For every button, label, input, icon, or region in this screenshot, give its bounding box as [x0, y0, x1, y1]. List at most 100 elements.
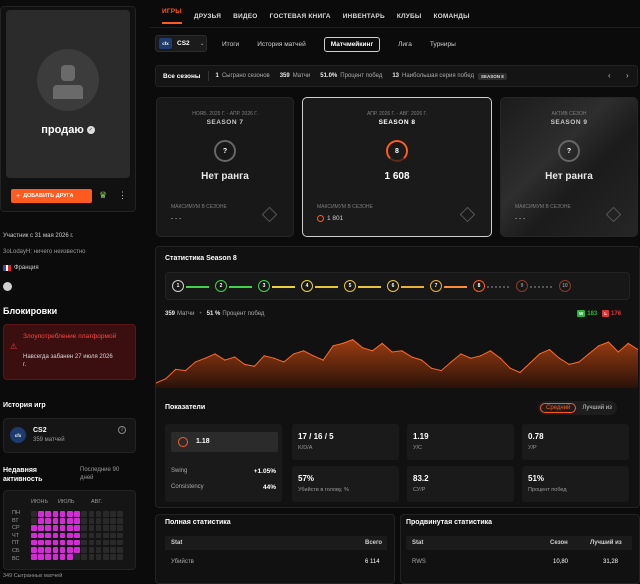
activity-day-cell[interactable]: [45, 532, 51, 539]
activity-day-cell[interactable]: [95, 554, 102, 560]
tab-teams[interactable]: КОМАНДЫ: [433, 12, 470, 20]
activity-day-cell[interactable]: [38, 554, 44, 560]
activity-day-cell[interactable]: [52, 532, 59, 539]
activity-day-cell[interactable]: [103, 525, 109, 531]
activity-day-cell[interactable]: [74, 539, 80, 546]
activity-day-cell[interactable]: [88, 518, 95, 524]
activity-day-cell[interactable]: [103, 518, 109, 524]
activity-day-cell[interactable]: [110, 511, 116, 517]
activity-day-cell[interactable]: [117, 518, 123, 524]
activity-day-cell[interactable]: [45, 511, 51, 517]
activity-day-cell[interactable]: [67, 532, 73, 539]
activity-day-cell[interactable]: [117, 547, 123, 553]
activity-day-cell[interactable]: [67, 554, 73, 560]
activity-day-cell[interactable]: [103, 532, 109, 539]
info-icon[interactable]: i: [118, 426, 126, 434]
activity-day-cell[interactable]: [95, 547, 102, 553]
activity-day-cell[interactable]: [103, 547, 109, 553]
next-arrow-icon[interactable]: ›: [626, 71, 629, 80]
activity-day-cell[interactable]: [67, 539, 73, 546]
activity-day-cell[interactable]: [38, 547, 44, 553]
activity-day-cell[interactable]: [59, 554, 66, 560]
activity-day-cell[interactable]: [88, 532, 95, 539]
activity-day-cell[interactable]: [38, 511, 44, 517]
tab-videos[interactable]: ВИДЕО: [233, 12, 258, 20]
activity-day-cell[interactable]: [88, 539, 95, 546]
activity-day-cell[interactable]: [52, 511, 59, 517]
activity-day-cell[interactable]: [59, 539, 66, 546]
activity-day-cell[interactable]: [103, 511, 109, 517]
activity-day-cell[interactable]: [67, 525, 73, 531]
activity-day-cell[interactable]: [95, 532, 102, 539]
activity-day-cell[interactable]: [45, 539, 51, 546]
activity-day-cell[interactable]: [117, 532, 123, 539]
season-card-9[interactable]: АКТИВ СЕЗОН SEASON 9 ? Нет ранга МАКСИМУ…: [500, 97, 638, 237]
activity-day-cell[interactable]: [117, 554, 123, 560]
activity-day-cell[interactable]: [52, 518, 59, 524]
activity-day-cell[interactable]: [31, 532, 37, 539]
activity-day-cell[interactable]: [74, 511, 80, 517]
activity-day-cell[interactable]: [38, 539, 44, 546]
activity-day-cell[interactable]: [38, 518, 44, 524]
activity-day-cell[interactable]: [74, 525, 80, 531]
activity-day-cell[interactable]: [110, 532, 116, 539]
activity-day-cell[interactable]: [31, 547, 37, 553]
activity-day-cell[interactable]: [81, 547, 87, 553]
activity-day-cell[interactable]: [81, 539, 87, 546]
activity-day-cell[interactable]: [110, 539, 116, 546]
activity-day-cell[interactable]: [117, 525, 123, 531]
subtab-league[interactable]: Лига: [398, 40, 412, 48]
activity-day-cell[interactable]: [88, 554, 95, 560]
activity-day-cell[interactable]: [31, 554, 37, 560]
activity-day-cell[interactable]: [31, 525, 37, 531]
activity-day-cell[interactable]: [45, 525, 51, 531]
activity-day-cell[interactable]: [88, 511, 95, 517]
activity-day-cell[interactable]: [103, 539, 109, 546]
activity-day-cell[interactable]: [88, 547, 95, 553]
activity-day-cell[interactable]: [74, 554, 80, 560]
activity-day-cell[interactable]: [59, 532, 66, 539]
toggle-average[interactable]: Средний: [540, 403, 577, 413]
gift-icon[interactable]: ♛: [99, 190, 108, 200]
season-card-8[interactable]: АПР. 2026 Г. - АВГ. 2026 Г. SEASON 8 8 1…: [302, 97, 492, 237]
tab-friends[interactable]: ДРУЗЬЯ: [193, 12, 222, 20]
activity-day-cell[interactable]: [81, 554, 87, 560]
activity-day-cell[interactable]: [45, 518, 51, 524]
subtab-tournaments[interactable]: Турниры: [429, 40, 456, 48]
tab-inventory[interactable]: ИНВЕНТАРЬ: [342, 12, 385, 20]
activity-day-cell[interactable]: [81, 518, 87, 524]
activity-day-cell[interactable]: [67, 511, 73, 517]
activity-day-cell[interactable]: [81, 511, 87, 517]
activity-day-cell[interactable]: [74, 518, 80, 524]
subtab-match-history[interactable]: История матчей: [257, 40, 306, 48]
tab-games[interactable]: ИГРЫ: [162, 8, 182, 24]
activity-day-cell[interactable]: [81, 525, 87, 531]
activity-day-cell[interactable]: [95, 511, 102, 517]
activity-day-cell[interactable]: [110, 547, 116, 553]
activity-day-cell[interactable]: [38, 525, 44, 531]
activity-day-cell[interactable]: [31, 511, 37, 517]
steam-icon[interactable]: [3, 282, 12, 291]
activity-day-cell[interactable]: [31, 539, 37, 546]
activity-day-cell[interactable]: [103, 554, 109, 560]
season-card-7[interactable]: НОЯБ. 2025 Г. - АПР. 2026 Г. SEASON 7 ? …: [156, 97, 294, 237]
game-selector[interactable]: cfx CS2 ⌄: [155, 35, 207, 52]
activity-day-cell[interactable]: [95, 518, 102, 524]
activity-day-cell[interactable]: [59, 547, 66, 553]
tab-guestbook[interactable]: ГОСТЕВАЯ КНИГА: [269, 12, 331, 20]
tab-clubs[interactable]: КЛУБЫ: [396, 12, 422, 20]
subtab-summary[interactable]: Итоги: [222, 40, 240, 48]
activity-day-cell[interactable]: [45, 554, 51, 560]
activity-day-cell[interactable]: [38, 532, 44, 539]
activity-day-cell[interactable]: [117, 511, 123, 517]
activity-day-cell[interactable]: [110, 518, 116, 524]
activity-day-cell[interactable]: [59, 518, 66, 524]
subtab-matchmaking[interactable]: Матчмейкинг: [323, 36, 381, 52]
activity-day-cell[interactable]: [59, 525, 66, 531]
activity-day-cell[interactable]: [67, 547, 73, 553]
activity-day-cell[interactable]: [52, 547, 59, 553]
activity-day-cell[interactable]: [74, 532, 80, 539]
activity-day-cell[interactable]: [81, 532, 87, 539]
activity-day-cell[interactable]: [52, 525, 59, 531]
activity-day-cell[interactable]: [31, 518, 37, 524]
